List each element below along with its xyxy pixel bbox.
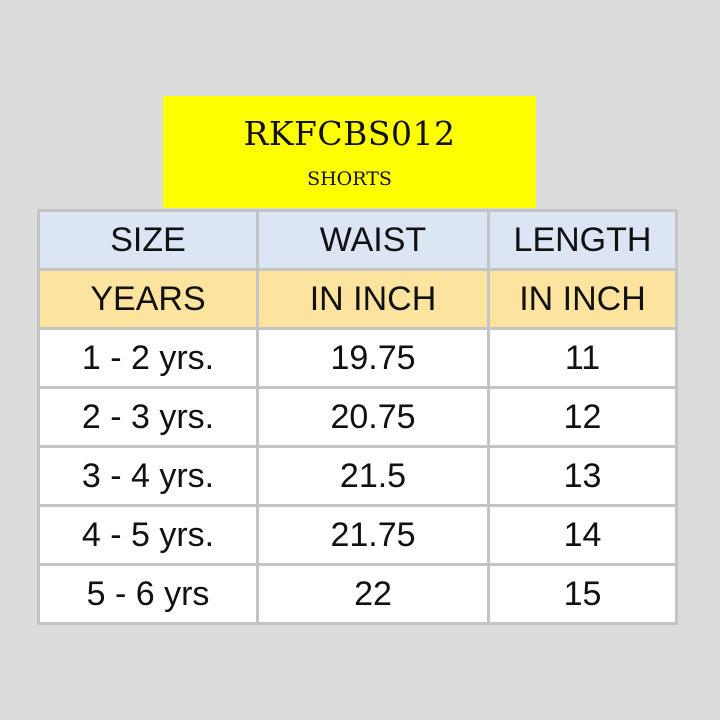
- cell-waist: 22: [259, 566, 487, 622]
- cell-length: 14: [490, 507, 675, 563]
- unit-size: YEARS: [40, 271, 256, 327]
- product-title-box: RKFCBS012 SHORTS: [163, 96, 536, 208]
- cell-size: 1 - 2 yrs.: [40, 330, 256, 386]
- cell-size: 3 - 4 yrs.: [40, 448, 256, 504]
- size-chart-table: SIZE WAIST LENGTH YEARS IN INCH IN INCH …: [37, 209, 678, 625]
- product-code: RKFCBS012: [243, 114, 456, 153]
- cell-size: 4 - 5 yrs.: [40, 507, 256, 563]
- header-waist: WAIST: [259, 212, 487, 268]
- table-unit-row: YEARS IN INCH IN INCH: [40, 271, 675, 327]
- cell-waist: 21.75: [259, 507, 487, 563]
- table-row: 4 - 5 yrs. 21.75 14: [40, 507, 675, 563]
- cell-size: 2 - 3 yrs.: [40, 389, 256, 445]
- table-row: 2 - 3 yrs. 20.75 12: [40, 389, 675, 445]
- header-length: LENGTH: [490, 212, 675, 268]
- table-header-row: SIZE WAIST LENGTH: [40, 212, 675, 268]
- cell-length: 12: [490, 389, 675, 445]
- cell-waist: 19.75: [259, 330, 487, 386]
- cell-size: 5 - 6 yrs: [40, 566, 256, 622]
- table-row: 5 - 6 yrs 22 15: [40, 566, 675, 622]
- cell-waist: 21.5: [259, 448, 487, 504]
- cell-waist: 20.75: [259, 389, 487, 445]
- unit-length: IN INCH: [490, 271, 675, 327]
- product-category: SHORTS: [307, 168, 392, 190]
- cell-length: 11: [490, 330, 675, 386]
- unit-waist: IN INCH: [259, 271, 487, 327]
- cell-length: 15: [490, 566, 675, 622]
- table-row: 1 - 2 yrs. 19.75 11: [40, 330, 675, 386]
- header-size: SIZE: [40, 212, 256, 268]
- cell-length: 13: [490, 448, 675, 504]
- table-row: 3 - 4 yrs. 21.5 13: [40, 448, 675, 504]
